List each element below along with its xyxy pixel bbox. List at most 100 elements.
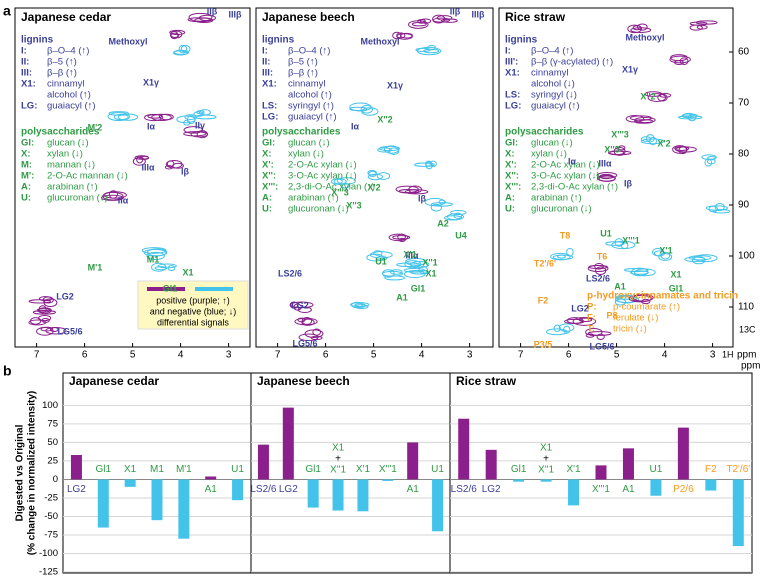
contour-signal — [107, 112, 131, 122]
peak-label: Iα — [568, 156, 577, 166]
x-tick-label: X1 — [124, 464, 137, 475]
legend-key: X: — [262, 149, 272, 160]
legend-desc: β–O–4 (↑) — [531, 46, 573, 57]
contour-signal — [108, 111, 129, 116]
contour-signal — [42, 296, 54, 304]
axis-label: 13C — [739, 324, 756, 334]
peak-label: Gl1 — [669, 283, 684, 293]
peak-label: IIIα — [598, 158, 612, 168]
bar — [677, 427, 689, 480]
peak-label: U1 — [600, 228, 612, 238]
legend-desc: mannan (↓) — [47, 160, 95, 171]
contour-signal — [178, 44, 188, 54]
legend-key: X': — [505, 160, 517, 171]
x-tick-label: 3 — [226, 350, 232, 361]
legend-desc: guaiacyl (↑) — [47, 101, 96, 112]
contour-signal — [158, 113, 174, 121]
section-title: lignins — [262, 35, 295, 46]
legend-key: U: — [21, 193, 31, 204]
peak-label: Iβ — [624, 178, 633, 188]
legend-key: LG: — [21, 101, 37, 112]
bar — [97, 479, 109, 528]
contour-signal — [596, 172, 618, 179]
legend-key: X'': — [262, 171, 276, 182]
peak-label: X'2 — [367, 182, 380, 192]
contour-signal — [674, 146, 690, 151]
peak-label: Methoxyl — [360, 36, 399, 46]
contour-signal — [377, 147, 392, 153]
legend-desc: glucuronan (↓) — [531, 204, 592, 215]
bar — [307, 479, 319, 508]
contour-signal — [134, 155, 149, 160]
legend-key: X1: — [505, 68, 520, 79]
axis-label: 1H — [722, 349, 734, 359]
contour-signal — [572, 317, 597, 326]
legend-key: Gl: — [262, 138, 275, 149]
peak-label: LG5/6 — [589, 341, 614, 351]
contour-signal — [194, 17, 214, 24]
y-tick-label: 80 — [738, 149, 750, 160]
contour-signal — [588, 264, 608, 270]
legend-desc: arabinan (↑) — [47, 182, 98, 193]
x-tick-label: 6 — [323, 350, 329, 361]
bar — [432, 479, 444, 532]
contour-signal — [183, 131, 207, 137]
x-tick-label: 7 — [518, 350, 524, 361]
contour-signal — [425, 161, 433, 170]
legend-key: LG: — [262, 112, 278, 123]
legend-desc: 2-O-Ac mannan (↓) — [47, 171, 128, 182]
bar — [732, 479, 744, 547]
legend-key: I: — [21, 46, 27, 57]
x-tick-label: 5 — [614, 350, 620, 361]
contour-signal — [687, 114, 697, 122]
legend-key: X: — [21, 149, 31, 160]
peak-label: T6 — [597, 251, 608, 261]
legend-desc: arabinan (↑) — [531, 193, 582, 204]
key-text: positive (purple; ↑) — [156, 295, 230, 305]
contour-signal — [640, 136, 652, 142]
contour-signal — [430, 203, 443, 212]
legend-key: X''': — [505, 182, 521, 193]
legend-desc: β–5 (↑) — [288, 57, 318, 68]
contour-signal — [373, 250, 383, 256]
legend-desc: cinnamyl — [531, 68, 569, 79]
contour-signal — [632, 25, 642, 31]
contour-signal — [297, 306, 312, 313]
bar — [595, 465, 607, 480]
peak-label: LG5/6 — [292, 338, 317, 348]
legend-key: I: — [262, 46, 268, 57]
legend-desc: 2,3-di-O-Ac xylan (↑) — [531, 182, 618, 193]
contour-signal — [712, 209, 731, 214]
x-tick-label: 3 — [710, 350, 716, 361]
y-axis-label: Digested vs Original — [15, 424, 26, 521]
contour-signal — [193, 111, 205, 117]
contour-signal — [183, 119, 191, 126]
section-title: lignins — [505, 35, 538, 46]
x-tick-label: 7 — [275, 350, 281, 361]
legend-key: T: — [587, 324, 595, 335]
contour-signal — [360, 104, 374, 114]
contour-signal — [301, 318, 315, 326]
legend-key: X: — [505, 149, 515, 160]
contour-signal — [432, 17, 451, 23]
x-tick-label: 5 — [130, 350, 136, 361]
legend-key: X1: — [21, 79, 36, 90]
panel-title: Japanese beech — [262, 10, 355, 24]
peak-label: Methoxyl — [108, 36, 147, 46]
panel-label: a — [3, 3, 11, 19]
contour-signal — [614, 238, 624, 247]
peak-label: X1 — [670, 269, 681, 279]
contour-signal — [102, 191, 124, 201]
section-title: lignins — [21, 35, 54, 46]
legend-desc: xylan (↓) — [288, 149, 324, 160]
legend-desc: cinnamyl — [47, 79, 85, 90]
contour-signal — [658, 252, 673, 261]
x-tick-label: X'1 — [566, 464, 581, 475]
x-tick-label: 6 — [82, 350, 88, 361]
contour-signal — [418, 265, 428, 275]
legend-key: M': — [21, 171, 34, 182]
bar — [407, 442, 419, 480]
contour-signal — [187, 17, 212, 23]
peak-label: X''2 — [640, 91, 655, 101]
legend-key: Gl: — [505, 138, 518, 149]
